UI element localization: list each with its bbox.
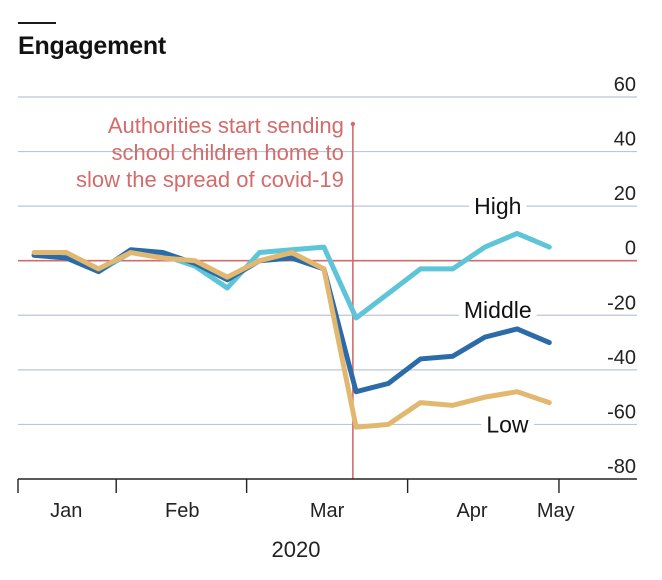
x-tick-label: Jan: [50, 500, 82, 522]
annotation-dot: [350, 121, 356, 127]
year-label: 2020: [272, 537, 321, 562]
x-tick-label: Feb: [165, 500, 199, 522]
series-label-middle: Middle: [464, 297, 532, 323]
x-tick-label: May: [537, 500, 575, 522]
y-tick-label: 0: [625, 238, 636, 260]
y-tick-label: -60: [607, 401, 636, 423]
annotation-text: Authorities start sending: [108, 113, 344, 138]
x-tick-label: Mar: [310, 500, 345, 522]
y-tick-label: -20: [607, 292, 636, 314]
series-label-backdrop: [458, 296, 537, 323]
x-tick-label: Apr: [456, 500, 487, 522]
chart-title: Engagement: [18, 32, 167, 60]
y-tick-label: -80: [607, 456, 636, 478]
series-line-low: [31, 250, 552, 430]
title-rule: [18, 22, 56, 24]
y-tick-label: 20: [614, 183, 636, 205]
y-tick-label: 60: [614, 74, 636, 96]
series-label-high: High: [474, 193, 521, 219]
y-tick-label: -40: [607, 347, 636, 369]
y-tick-label: 40: [614, 129, 636, 151]
annotation-text: slow the spread of covid-19: [76, 167, 344, 192]
series-label-low: Low: [486, 411, 529, 437]
series-label-backdrop: [481, 411, 534, 438]
series-label-backdrop: [469, 193, 527, 220]
annotation-text: school children home to: [112, 140, 344, 165]
